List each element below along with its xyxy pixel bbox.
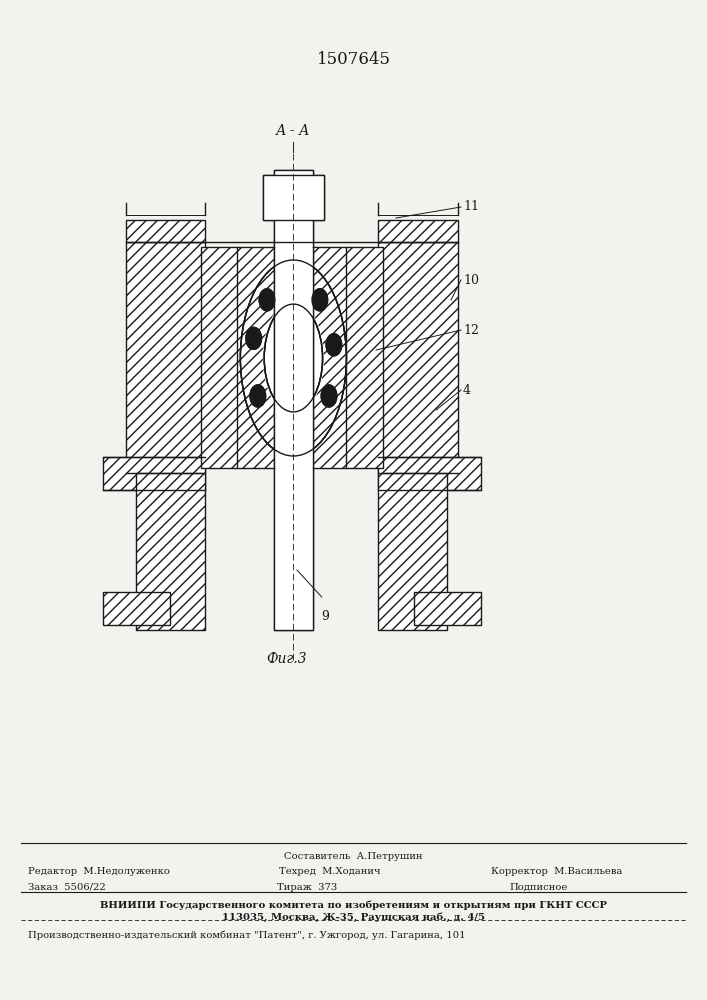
Text: Тираж  373: Тираж 373 bbox=[277, 883, 338, 892]
Text: Техред  М.Ходанич: Техред М.Ходанич bbox=[279, 867, 381, 876]
Bar bbox=[378, 220, 458, 242]
Text: 12: 12 bbox=[463, 324, 479, 336]
Circle shape bbox=[250, 385, 266, 407]
Bar bbox=[274, 170, 313, 630]
Text: 4: 4 bbox=[463, 383, 471, 396]
Text: ВНИИПИ Государственного комитета по изобретениям и открытиям при ГКНТ СССР: ВНИИПИ Государственного комитета по изоб… bbox=[100, 900, 607, 910]
Text: Корректор  М.Васильева: Корректор М.Васильева bbox=[491, 867, 623, 876]
Bar bbox=[274, 170, 313, 630]
Text: Составитель  А.Петрушин: Составитель А.Петрушин bbox=[284, 852, 423, 861]
Circle shape bbox=[246, 327, 262, 349]
Circle shape bbox=[312, 289, 327, 311]
Ellipse shape bbox=[240, 260, 346, 456]
Ellipse shape bbox=[240, 260, 346, 456]
Bar bbox=[237, 247, 274, 468]
Bar bbox=[263, 175, 324, 220]
Bar bbox=[378, 473, 447, 630]
Text: 9: 9 bbox=[321, 610, 329, 623]
Bar bbox=[136, 473, 205, 630]
Text: 11: 11 bbox=[463, 200, 479, 214]
Bar bbox=[126, 220, 205, 242]
Circle shape bbox=[250, 385, 266, 407]
Circle shape bbox=[326, 334, 341, 356]
Text: Фиг.3: Фиг.3 bbox=[266, 652, 307, 666]
Text: 1507645: 1507645 bbox=[317, 51, 390, 68]
Text: А - А: А - А bbox=[276, 124, 310, 138]
Text: Подписное: Подписное bbox=[509, 883, 568, 892]
Bar bbox=[126, 242, 205, 473]
Circle shape bbox=[246, 327, 262, 349]
Bar bbox=[378, 457, 481, 490]
Ellipse shape bbox=[263, 301, 324, 415]
Circle shape bbox=[312, 289, 327, 311]
Bar bbox=[378, 242, 458, 473]
Circle shape bbox=[321, 385, 337, 407]
Text: 10: 10 bbox=[463, 273, 479, 286]
Bar bbox=[346, 247, 383, 468]
Text: 113035, Москва, Ж-35, Раушская наб., д. 4/5: 113035, Москва, Ж-35, Раушская наб., д. … bbox=[222, 912, 485, 922]
Text: Заказ  5506/22: Заказ 5506/22 bbox=[28, 883, 106, 892]
Circle shape bbox=[321, 385, 337, 407]
Circle shape bbox=[259, 289, 275, 311]
Circle shape bbox=[259, 289, 275, 311]
Text: Производственно-издательский комбинат "Патент", г. Ужгород, ул. Гагарина, 101: Производственно-издательский комбинат "П… bbox=[28, 930, 466, 940]
Bar bbox=[103, 457, 205, 490]
Bar bbox=[103, 592, 170, 625]
Circle shape bbox=[326, 334, 341, 356]
Bar bbox=[263, 175, 324, 220]
Bar bbox=[414, 592, 481, 625]
Text: Редактор  М.Недолуженко: Редактор М.Недолуженко bbox=[28, 867, 170, 876]
Bar bbox=[201, 247, 237, 468]
Bar bbox=[313, 247, 346, 468]
